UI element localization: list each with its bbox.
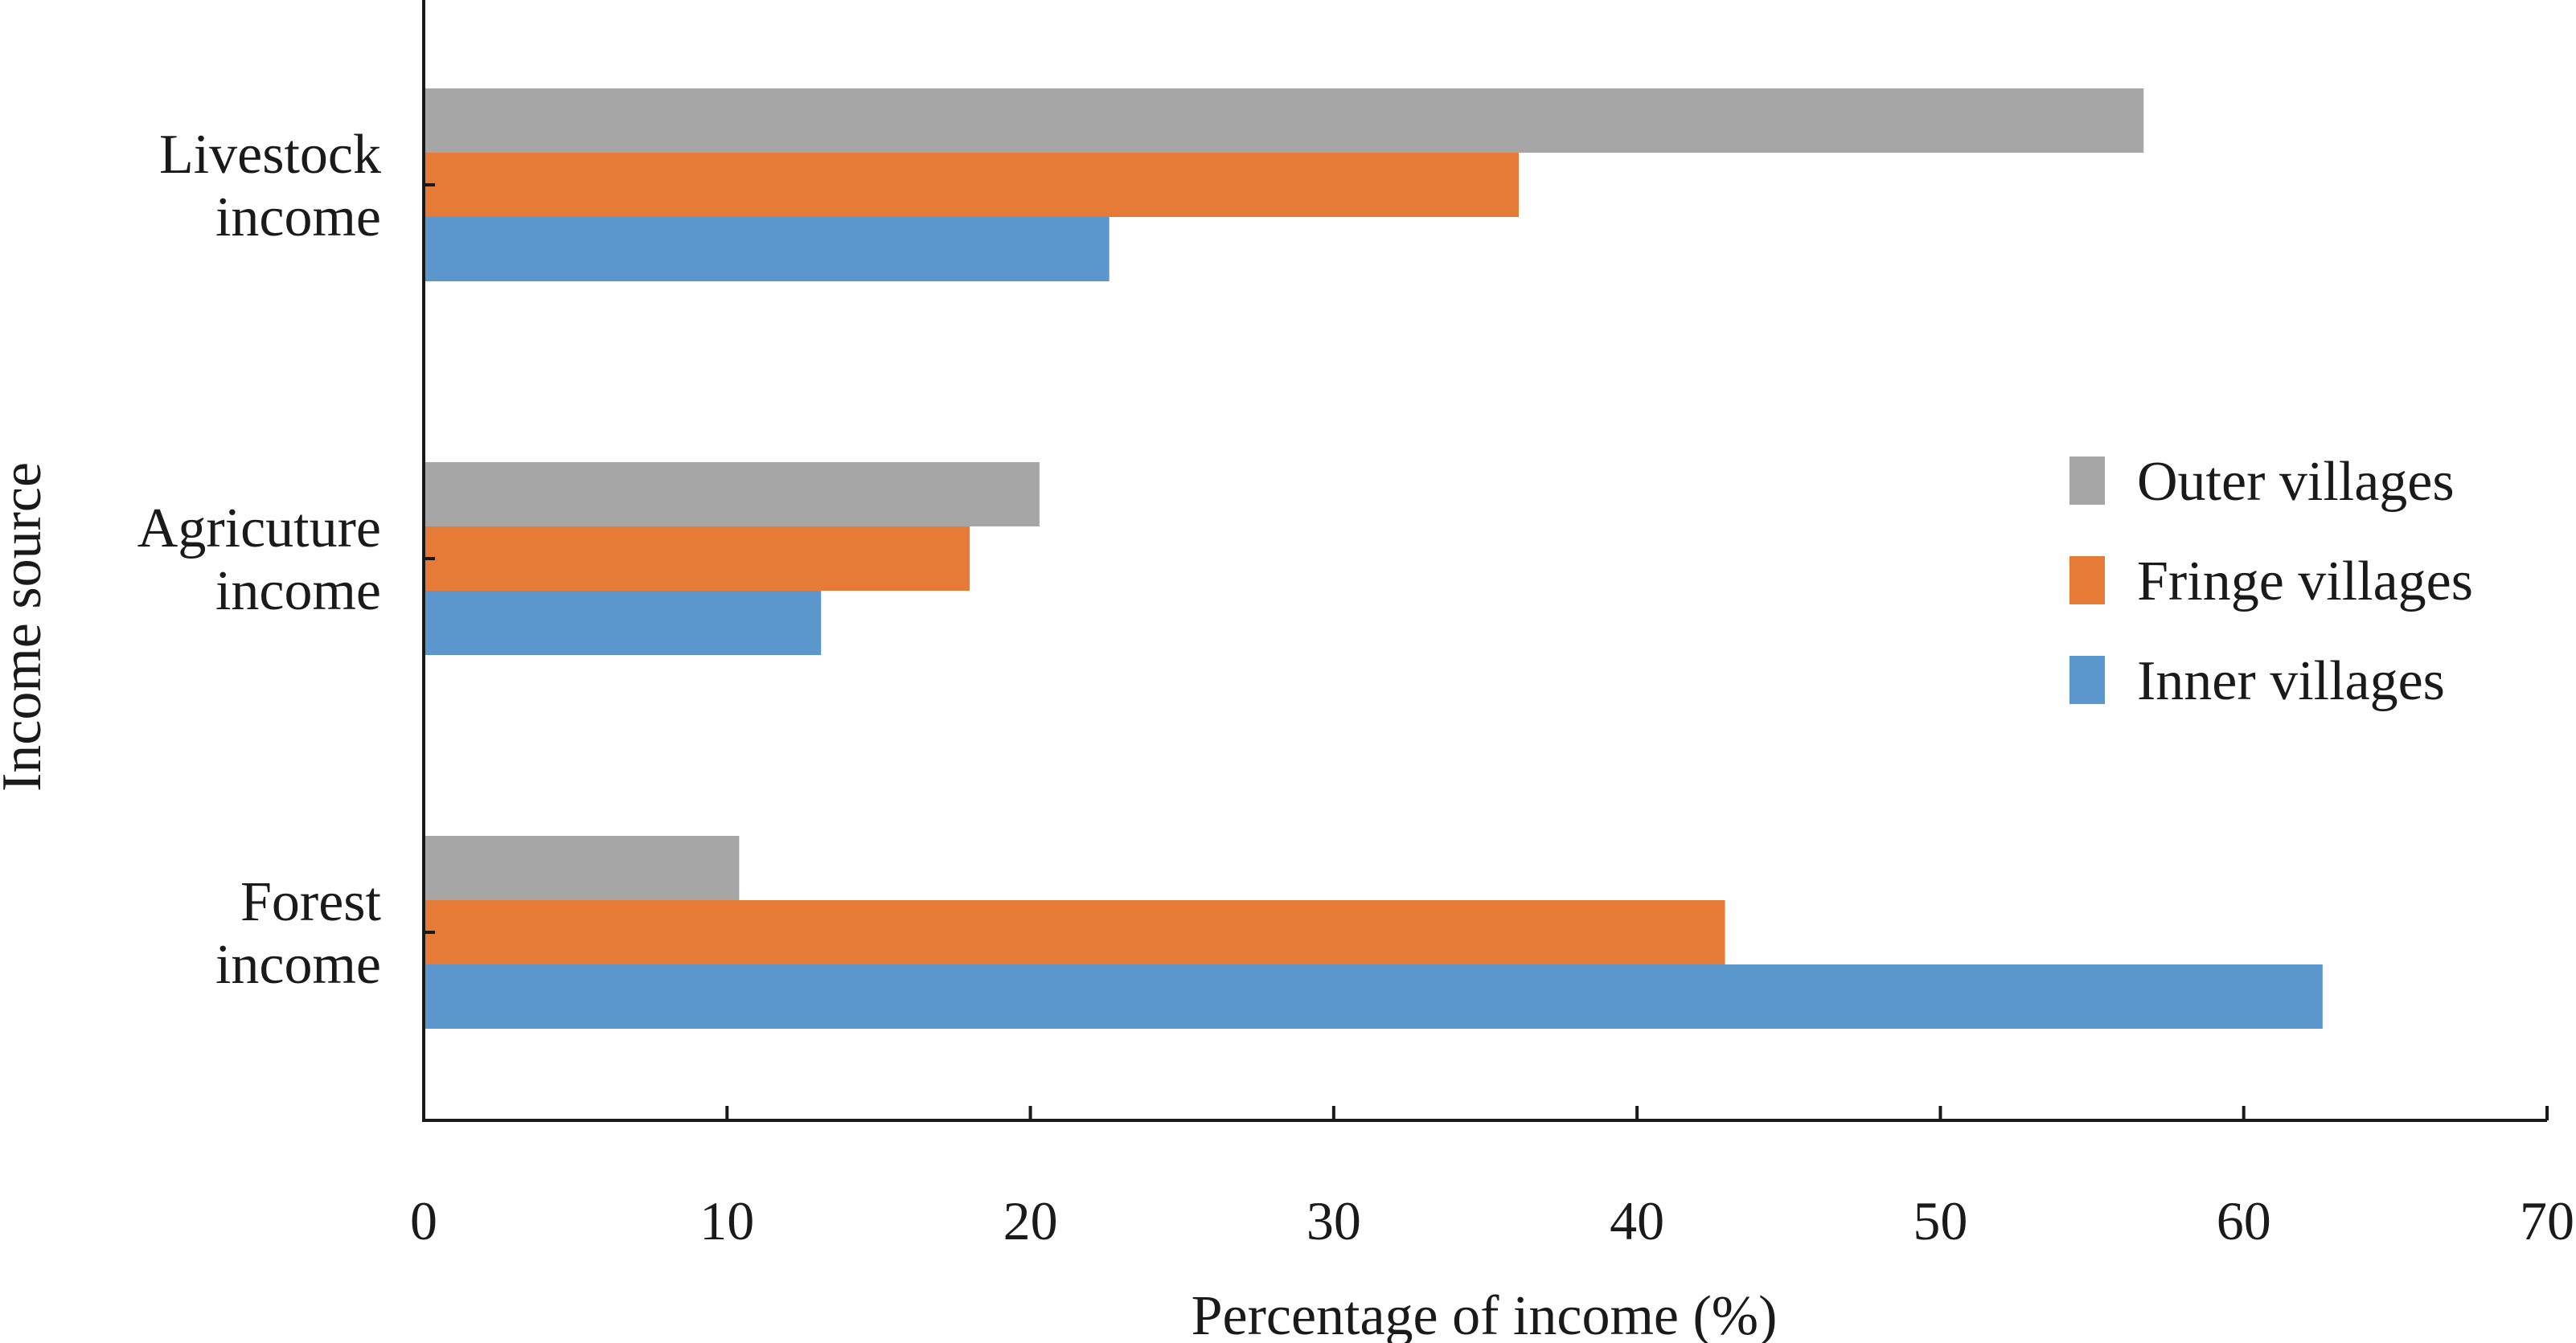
- bar: [424, 217, 1110, 281]
- bar: [424, 462, 1040, 526]
- category-label: income: [215, 934, 381, 996]
- x-tick-label: 60: [2217, 1190, 2271, 1251]
- bars-group: [424, 88, 2323, 1029]
- bar: [424, 900, 1725, 964]
- legend-swatch: [2069, 656, 2105, 704]
- bar: [424, 591, 822, 655]
- bar: [424, 153, 1520, 217]
- x-ticks-group: 0 10 20 30 40 50 60 70: [410, 1106, 2574, 1251]
- x-tick-label: 30: [1306, 1190, 1361, 1251]
- x-axis-title: Percentage of income (%): [1192, 1285, 1778, 1343]
- x-tick-label: 40: [1610, 1190, 1664, 1251]
- x-tick-label: 10: [699, 1190, 754, 1251]
- legend-swatch: [2069, 457, 2105, 505]
- category-label: income: [215, 560, 381, 622]
- category-label: Forest: [240, 871, 382, 933]
- y-ticks-group: [424, 183, 435, 934]
- legend-swatch: [2069, 556, 2105, 604]
- x-tick-label: 70: [2520, 1190, 2574, 1251]
- x-tick-label: 0: [410, 1190, 437, 1251]
- bar: [424, 526, 970, 591]
- bar: [424, 88, 2144, 153]
- x-tick-label: 50: [1913, 1190, 1967, 1251]
- category-labels-group: LivestockincomeAgricutureincomeForestinc…: [137, 124, 382, 996]
- legend-label: Fringe villages: [2137, 551, 2473, 612]
- category-label: Livestock: [159, 124, 381, 186]
- y-axis-title: Income source: [0, 462, 53, 792]
- legend-label: Inner villages: [2137, 650, 2445, 712]
- legend-label: Outer villages: [2137, 451, 2455, 513]
- category-label: income: [215, 186, 381, 248]
- category-label: Agricuture: [137, 497, 381, 559]
- bar: [424, 836, 740, 900]
- legend: Outer villages Fringe villages Inner villa…: [2069, 451, 2473, 712]
- x-tick-label: 20: [1003, 1190, 1058, 1251]
- bar: [424, 964, 2323, 1029]
